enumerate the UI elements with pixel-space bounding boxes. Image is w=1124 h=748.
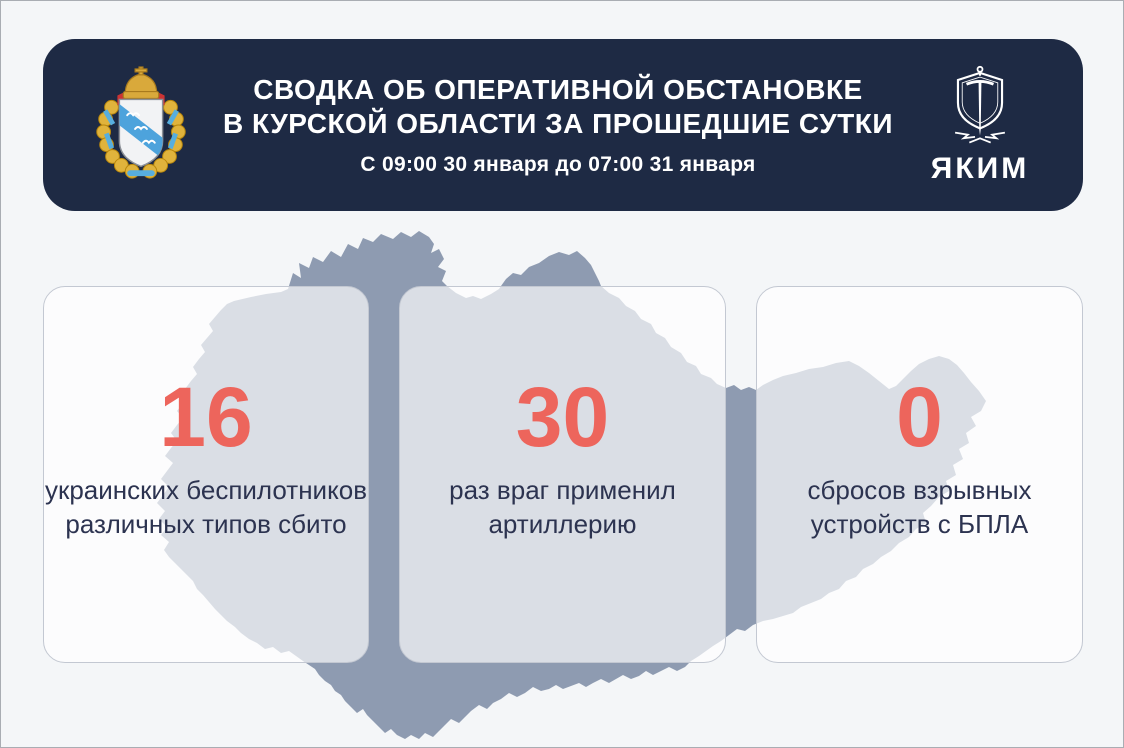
stat-card-drones: 16 украинских беспилотников различных ти…	[43, 286, 369, 663]
stat-value: 16	[159, 370, 253, 464]
stat-label-line-2: различных типов сбито	[65, 509, 347, 539]
shield-sword-icon	[954, 65, 1006, 144]
stat-label: сбросов взрывных устройств с БПЛА	[757, 473, 1082, 541]
stat-value: 30	[515, 370, 610, 464]
header-banner: СВОДКА ОБ ОПЕРАТИВНОЙ ОБСТАНОВКЕ В КУРСК…	[43, 39, 1083, 211]
stat-value: 0	[896, 370, 943, 464]
stat-label-line-1: сбросов взрывных	[807, 475, 1032, 505]
stat-card-uav-drops: 0 сбросов взрывных устройств с БПЛА	[756, 286, 1083, 663]
kursk-coat-of-arms-icon	[96, 66, 186, 179]
logo-text: ЯКИМ	[930, 152, 1030, 185]
stat-label: украинских беспилотников различных типов…	[44, 473, 368, 541]
stat-label-line-2: артиллерию	[488, 509, 637, 539]
stat-label-line-1: раз враг применил	[449, 475, 676, 505]
stat-card-artillery: 30 раз враг применил артиллерию	[399, 286, 726, 663]
title-line-2: В КУРСКОЙ ОБЛАСТИ ЗА ПРОШЕДШИЕ СУТКИ	[223, 108, 893, 139]
header-titles: СВОДКА ОБ ОПЕРАТИВНОЙ ОБСТАНОВКЕ В КУРСК…	[211, 73, 905, 177]
stat-label: раз враг применил артиллерию	[400, 473, 725, 541]
title-line-1: СВОДКА ОБ ОПЕРАТИВНОЙ ОБСТАНОВКЕ	[253, 74, 863, 105]
kursk-coat-of-arms	[71, 65, 211, 185]
stat-label-line-1: украинских беспилотников	[44, 475, 368, 505]
report-period: С 09:00 30 января до 07:00 31 января	[360, 153, 756, 176]
stat-label-line-2: устройств с БПЛА	[810, 509, 1029, 539]
yakim-logo: ЯКИМ	[905, 64, 1055, 186]
